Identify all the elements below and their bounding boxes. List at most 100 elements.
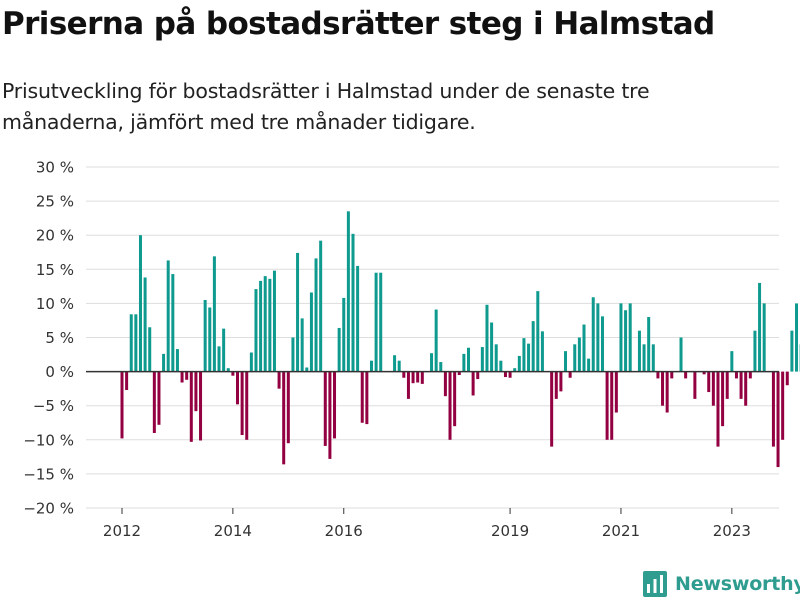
- bar: [448, 371, 452, 440]
- bar: [194, 371, 198, 412]
- bar: [236, 371, 239, 405]
- bar: [591, 297, 595, 372]
- bar: [351, 233, 355, 372]
- bar: [781, 371, 785, 440]
- y-tick-label: 5 %: [45, 329, 74, 347]
- y-tick-label: −10 %: [23, 431, 74, 449]
- x-tick-label: 2021: [602, 522, 640, 540]
- bar: [259, 280, 263, 372]
- bar: [494, 344, 498, 372]
- bar: [245, 371, 249, 440]
- bar: [753, 330, 757, 372]
- bar: [693, 371, 697, 399]
- y-tick-label: 15 %: [36, 261, 74, 279]
- bar: [503, 371, 507, 378]
- bar: [707, 371, 711, 393]
- bar: [134, 314, 138, 372]
- x-tick-label: 2023: [713, 522, 751, 540]
- bar: [286, 371, 290, 444]
- bar: [337, 327, 341, 372]
- bar: [231, 371, 235, 376]
- x-tick-label: 2016: [325, 522, 363, 540]
- bar: [268, 278, 272, 372]
- bar: [568, 371, 572, 378]
- bar: [296, 252, 300, 372]
- bar: [684, 371, 688, 379]
- x-tick-label: 2014: [214, 522, 252, 540]
- bar: [476, 371, 480, 380]
- bar: [564, 351, 568, 372]
- bar: [379, 272, 383, 372]
- bar: [157, 371, 161, 425]
- bar: [573, 344, 577, 372]
- bar: [577, 337, 581, 372]
- bar: [203, 299, 207, 372]
- bar: [249, 352, 253, 372]
- bar: [416, 371, 420, 383]
- bar: [180, 371, 184, 383]
- bar: [393, 355, 397, 372]
- bar: [517, 355, 521, 372]
- y-tick-label: 25 %: [36, 193, 74, 211]
- x-tick-label: 2019: [491, 522, 529, 540]
- bar: [619, 303, 623, 372]
- bar: [527, 343, 531, 372]
- bar: [120, 371, 124, 439]
- bar: [702, 371, 706, 375]
- bar: [711, 371, 715, 406]
- bar: [600, 316, 604, 372]
- bar: [554, 371, 558, 399]
- chart-subtitle: Prisutveckling för bostadsrätter i Halms…: [2, 79, 650, 134]
- bar: [402, 371, 406, 378]
- bar: [282, 371, 286, 465]
- bar: [540, 331, 544, 372]
- bar: [129, 314, 133, 372]
- bar: [656, 371, 660, 379]
- bar: [143, 277, 147, 372]
- bar: [272, 270, 276, 372]
- bar: [776, 371, 780, 468]
- bar: [661, 371, 665, 406]
- bar: [716, 371, 720, 447]
- bar: [212, 256, 216, 372]
- x-tick-label: 2012: [103, 522, 141, 540]
- bar: [365, 371, 369, 425]
- bar: [185, 371, 189, 380]
- bar: [721, 371, 725, 427]
- bar: [138, 235, 142, 372]
- bar: [647, 317, 651, 372]
- bar: [758, 282, 762, 372]
- bar: [744, 371, 748, 406]
- bar: [430, 353, 434, 372]
- bar: [374, 272, 378, 372]
- bar: [499, 360, 503, 372]
- bar: [263, 276, 267, 372]
- bar: [254, 289, 258, 372]
- bar: [328, 371, 332, 459]
- bar: [457, 371, 461, 376]
- bar: [605, 371, 609, 440]
- bar: [171, 274, 175, 372]
- bar: [748, 371, 752, 379]
- bar: [642, 344, 646, 372]
- bar: [226, 368, 230, 372]
- bar: [222, 328, 226, 372]
- bar: [162, 353, 166, 372]
- bar: [771, 371, 775, 447]
- y-tick-label: 30 %: [36, 159, 74, 177]
- bar: [550, 371, 554, 447]
- bar: [342, 297, 346, 372]
- bar: [531, 321, 535, 372]
- bar: [217, 346, 221, 372]
- bar: [785, 371, 789, 386]
- bar: [670, 371, 674, 379]
- y-tick-label: 20 %: [36, 227, 74, 245]
- bar: [360, 371, 364, 423]
- y-tick-label: 10 %: [36, 295, 74, 313]
- bar: [587, 358, 591, 372]
- y-tick-label: 0 %: [45, 363, 74, 381]
- bar: [152, 371, 156, 433]
- bar: [790, 330, 794, 372]
- bar: [624, 310, 628, 372]
